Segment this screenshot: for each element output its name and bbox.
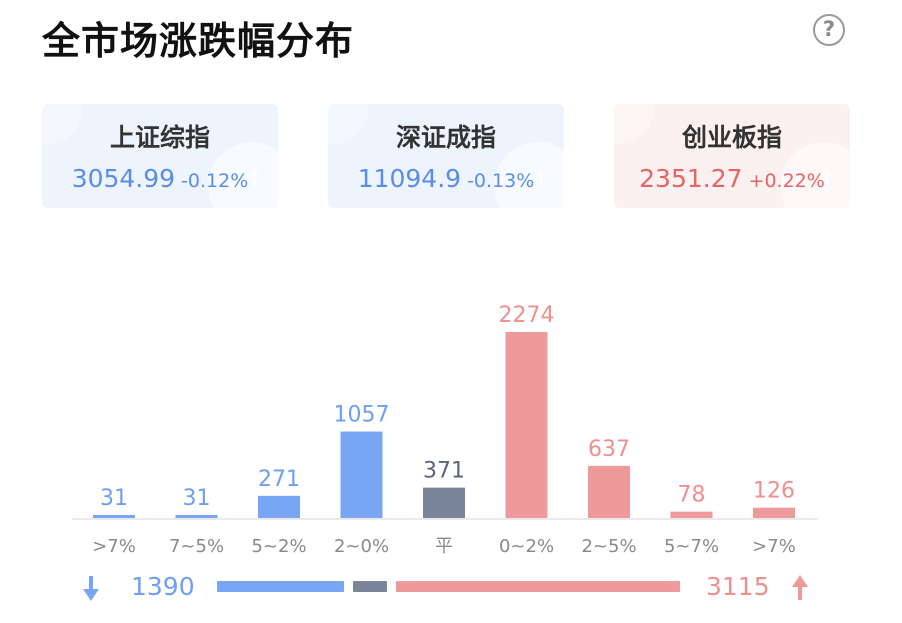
x-tick-label: >7% bbox=[92, 536, 136, 557]
index-card-shenzhen[interactable]: 深证成指 11094.9 -0.13% ↑ bbox=[328, 104, 564, 208]
x-tick-label: 0~2% bbox=[499, 536, 554, 557]
up-share-segment bbox=[395, 581, 680, 592]
distribution-bar-chart: 31 >7% 31 7~5% 271 5~2% 1057 2~0% 371 平 2274 0~2% 63… bbox=[72, 303, 818, 557]
index-name: 深证成指 bbox=[395, 123, 496, 152]
x-tick-label: 平 bbox=[435, 536, 453, 557]
x-tick-label: 5~2% bbox=[251, 536, 306, 557]
down-count: 1390 bbox=[131, 572, 195, 601]
index-change: -0.13% bbox=[467, 170, 535, 192]
bar-down[interactable] bbox=[175, 515, 218, 518]
bar-value-label: 31 bbox=[100, 486, 128, 511]
bar-value-label: 78 bbox=[678, 483, 706, 508]
index-value: 11094.9 bbox=[357, 164, 462, 193]
arrow-up-icon bbox=[792, 575, 808, 600]
bar-down[interactable] bbox=[93, 515, 135, 518]
bar-down[interactable] bbox=[340, 431, 383, 518]
bar-up[interactable] bbox=[588, 465, 630, 518]
index-card-shanghai[interactable]: 上证综指 3054.99 -0.12% ↑ bbox=[42, 104, 278, 208]
index-change: +0.22% bbox=[748, 170, 825, 192]
index-card-chinext[interactable]: 创业板指 2351.27 +0.22% ↑ bbox=[614, 104, 850, 208]
trend-arrow-icon: ↑ bbox=[245, 168, 264, 193]
bar-value-label: 371 bbox=[423, 459, 465, 484]
summary-bar: 1390 3115 bbox=[0, 566, 902, 610]
bar-value-label: 271 bbox=[258, 467, 300, 492]
help-icon[interactable]: ? bbox=[813, 14, 845, 46]
bar-value-label: 126 bbox=[753, 479, 795, 504]
bar-up[interactable] bbox=[670, 511, 713, 518]
index-value: 2351.27 bbox=[639, 164, 743, 193]
bar-value-label: 31 bbox=[183, 486, 211, 511]
bar-value-label: 1057 bbox=[334, 403, 390, 428]
arrow-down-icon bbox=[83, 576, 99, 601]
x-tick-label: 5~7% bbox=[664, 536, 719, 557]
index-value: 3054.99 bbox=[71, 164, 176, 193]
x-tick-label: 2~0% bbox=[334, 536, 389, 557]
x-tick-label: 7~5% bbox=[169, 536, 224, 557]
x-tick-label: >7% bbox=[752, 536, 796, 557]
up-count: 3115 bbox=[706, 572, 770, 601]
x-tick-label: 2~5% bbox=[581, 536, 636, 557]
bar-flat[interactable] bbox=[423, 487, 465, 518]
bar-down[interactable] bbox=[258, 495, 300, 518]
bar-up[interactable] bbox=[753, 507, 795, 518]
trend-arrow-icon: ↑ bbox=[817, 168, 836, 193]
index-change: -0.12% bbox=[181, 170, 249, 192]
index-name: 创业板指 bbox=[681, 123, 782, 152]
down-share-segment bbox=[217, 581, 344, 592]
index-name: 上证综指 bbox=[109, 123, 210, 152]
page-title: 全市场涨跌幅分布 bbox=[42, 19, 355, 63]
trend-arrow-icon: ↑ bbox=[531, 168, 550, 193]
bar-value-label: 2274 bbox=[499, 303, 555, 328]
flat-share-segment bbox=[352, 581, 387, 592]
bar-value-label: 637 bbox=[588, 437, 630, 462]
bar-up[interactable] bbox=[505, 332, 548, 518]
